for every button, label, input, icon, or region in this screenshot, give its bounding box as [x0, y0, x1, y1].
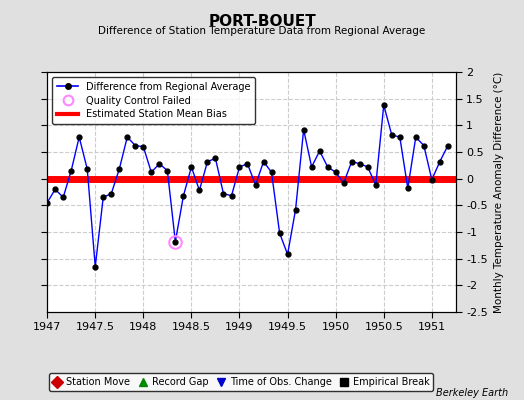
Text: PORT-BOUET: PORT-BOUET — [208, 14, 316, 29]
Legend: Difference from Regional Average, Quality Control Failed, Estimated Station Mean: Difference from Regional Average, Qualit… — [52, 77, 255, 124]
Legend: Station Move, Record Gap, Time of Obs. Change, Empirical Break: Station Move, Record Gap, Time of Obs. C… — [49, 373, 433, 391]
Text: Berkeley Earth: Berkeley Earth — [436, 388, 508, 398]
Y-axis label: Monthly Temperature Anomaly Difference (°C): Monthly Temperature Anomaly Difference (… — [494, 71, 504, 313]
Text: Difference of Station Temperature Data from Regional Average: Difference of Station Temperature Data f… — [99, 26, 425, 36]
